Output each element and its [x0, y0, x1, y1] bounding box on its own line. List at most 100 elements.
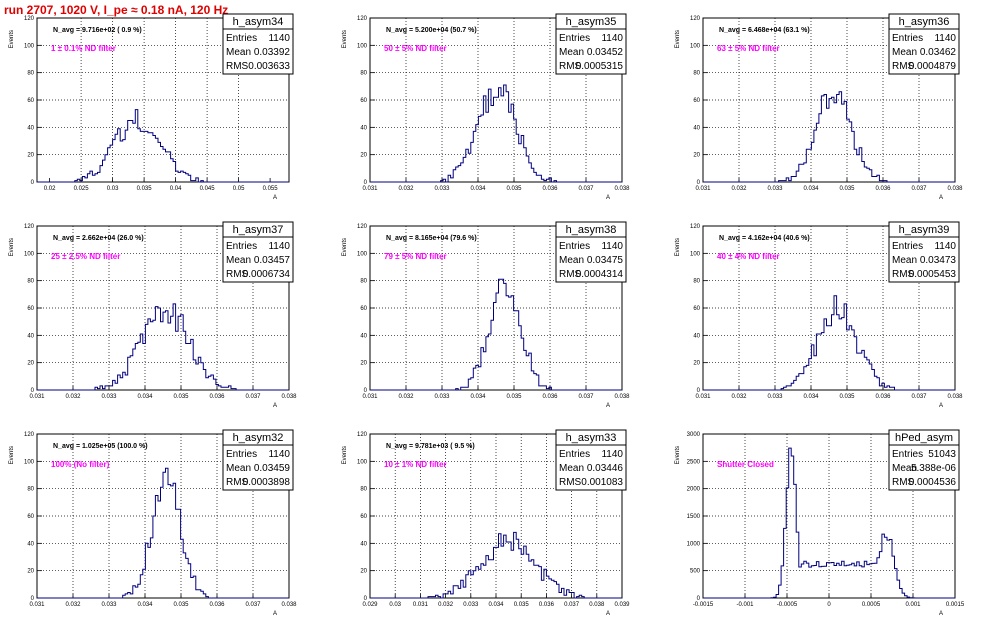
stats-value: 0.03457 — [254, 255, 291, 266]
x-tick-label: 0.029 — [362, 602, 378, 608]
y-tick-label: 0 — [697, 388, 701, 394]
x-tick-label: 0.031 — [362, 394, 378, 400]
x-tick-label: 0.034 — [488, 602, 504, 608]
stats-key: RMS — [559, 477, 582, 488]
x-tick-label: 0.031 — [413, 602, 429, 608]
x-tick-label: 0.037 — [911, 394, 927, 400]
histogram-panel: 0.031 0.032 0.033 0.034 0.035 0.036 0.037 0.038… — [342, 13, 630, 201]
x-axis-title: A — [606, 403, 610, 409]
histogram-panel: 0.031 0.032 0.033 0.034 0.035 0.036 0.037 0.038… — [9, 429, 297, 617]
x-tick-label: 0.0005 — [862, 602, 881, 608]
navg-label: N_avg = 9.716e+02 ( 0.9 %) — [53, 27, 142, 34]
stats-key: Entries — [559, 33, 590, 44]
filter-label: 79 ± 5% ND filter — [384, 252, 447, 261]
histogram-series — [370, 84, 622, 183]
x-tick-label: 0 — [827, 602, 831, 608]
x-tick-label: 0.031 — [29, 602, 45, 608]
y-tick-label: 60 — [360, 306, 367, 312]
x-tick-label: 0.034 — [803, 186, 819, 192]
y-axis-title: Events — [9, 446, 15, 464]
x-tick-label: 0.03 — [107, 186, 119, 192]
stats-value: 0.0004536 — [909, 477, 957, 488]
histogram-series — [370, 531, 622, 599]
x-tick-label: -0.001 — [736, 602, 754, 608]
histogram-name: h_asym37 — [233, 224, 284, 236]
x-tick-label: 0.036 — [875, 394, 891, 400]
navg-label: N_avg = 1.025e+05 (100.0 %) — [53, 443, 148, 450]
x-tick-label: 0.032 — [731, 394, 747, 400]
x-tick-label: 0.033 — [463, 602, 479, 608]
y-tick-label: 120 — [357, 224, 368, 230]
stats-key: Mean — [559, 47, 584, 58]
filter-label: 100% (No filter) — [51, 460, 110, 469]
stats-key: RMS — [559, 61, 582, 72]
histogram-series — [703, 447, 955, 599]
y-axis-title: Events — [342, 238, 348, 256]
histogram-panel: 0.031 0.032 0.033 0.034 0.035 0.036 0.037 0.038… — [9, 221, 297, 409]
stats-key: Mean — [226, 463, 251, 474]
y-tick-label: 0 — [697, 180, 701, 186]
y-tick-label: 20 — [360, 153, 367, 159]
x-tick-label: 0.04 — [170, 186, 182, 192]
stats-value: 5.388e-06 — [911, 463, 956, 474]
x-tick-label: 0.038 — [589, 602, 605, 608]
stats-key: Mean — [559, 463, 584, 474]
x-tick-label: 0.037 — [578, 186, 594, 192]
y-tick-label: 40 — [360, 541, 367, 547]
y-tick-label: 20 — [27, 361, 34, 367]
y-tick-label: 60 — [27, 98, 34, 104]
y-tick-label: 100 — [357, 43, 368, 49]
histogram-panel: 0.031 0.032 0.033 0.034 0.035 0.036 0.037 0.038… — [342, 221, 630, 409]
y-tick-label: 80 — [693, 71, 700, 77]
x-tick-label: 0.039 — [614, 602, 630, 608]
x-tick-label: 0.035 — [506, 394, 522, 400]
x-tick-label: 0.036 — [542, 186, 558, 192]
x-tick-label: 0.035 — [173, 602, 189, 608]
y-tick-label: 120 — [24, 432, 35, 438]
x-tick-label: 0.034 — [470, 186, 486, 192]
x-axis-title: A — [939, 403, 943, 409]
y-tick-label: 40 — [27, 541, 34, 547]
histogram-series — [37, 109, 289, 183]
y-tick-label: 20 — [360, 569, 367, 575]
y-tick-label: 40 — [360, 125, 367, 131]
x-axis-title: A — [273, 611, 277, 617]
stats-value: 0.03473 — [920, 255, 957, 266]
histogram-name: h_asym32 — [233, 432, 284, 444]
y-tick-label: 60 — [693, 98, 700, 104]
x-tick-label: 0.033 — [434, 394, 450, 400]
x-tick-label: 0.032 — [65, 602, 81, 608]
stats-value: 1140 — [601, 449, 623, 460]
x-tick-label: 0.001 — [905, 602, 921, 608]
histogram-panel: 0.029 0.03 0.031 0.032 0.033 0.034 0.035 0.036 0… — [342, 429, 630, 617]
y-tick-label: 120 — [24, 224, 35, 230]
stats-key: Entries — [892, 241, 923, 252]
y-tick-label: 0 — [364, 388, 368, 394]
y-tick-label: 3000 — [687, 432, 701, 438]
filter-label: 10 ± 1% ND filter — [384, 460, 447, 469]
x-tick-label: 0.037 — [245, 602, 261, 608]
x-tick-label: 0.035 — [839, 186, 855, 192]
filter-label: 25 ± 2.5% ND filter — [51, 252, 120, 261]
stats-box — [222, 13, 294, 75]
stats-key: RMS — [892, 477, 915, 488]
x-tick-label: 0.034 — [137, 602, 153, 608]
x-tick-label: 0.036 — [209, 394, 225, 400]
y-tick-label: 120 — [690, 224, 701, 230]
x-tick-label: 0.025 — [74, 186, 90, 192]
x-tick-label: 0.033 — [767, 394, 783, 400]
stats-value: 1140 — [934, 33, 956, 44]
stats-value: 0.03459 — [254, 463, 291, 474]
x-tick-label: 0.038 — [614, 186, 630, 192]
x-tick-label: 0.032 — [398, 394, 414, 400]
y-axis-title: Events — [9, 238, 15, 256]
x-tick-label: 0.038 — [947, 394, 963, 400]
navg-label: N_avg = 4.162e+04 (40.6 %) — [719, 235, 810, 242]
x-tick-label: 0.055 — [263, 186, 279, 192]
stats-value: 0.03462 — [920, 47, 957, 58]
y-tick-label: 60 — [27, 306, 34, 312]
y-tick-label: 2000 — [687, 487, 701, 493]
histogram-name: h_asym35 — [566, 16, 617, 28]
y-tick-label: 500 — [690, 569, 701, 575]
